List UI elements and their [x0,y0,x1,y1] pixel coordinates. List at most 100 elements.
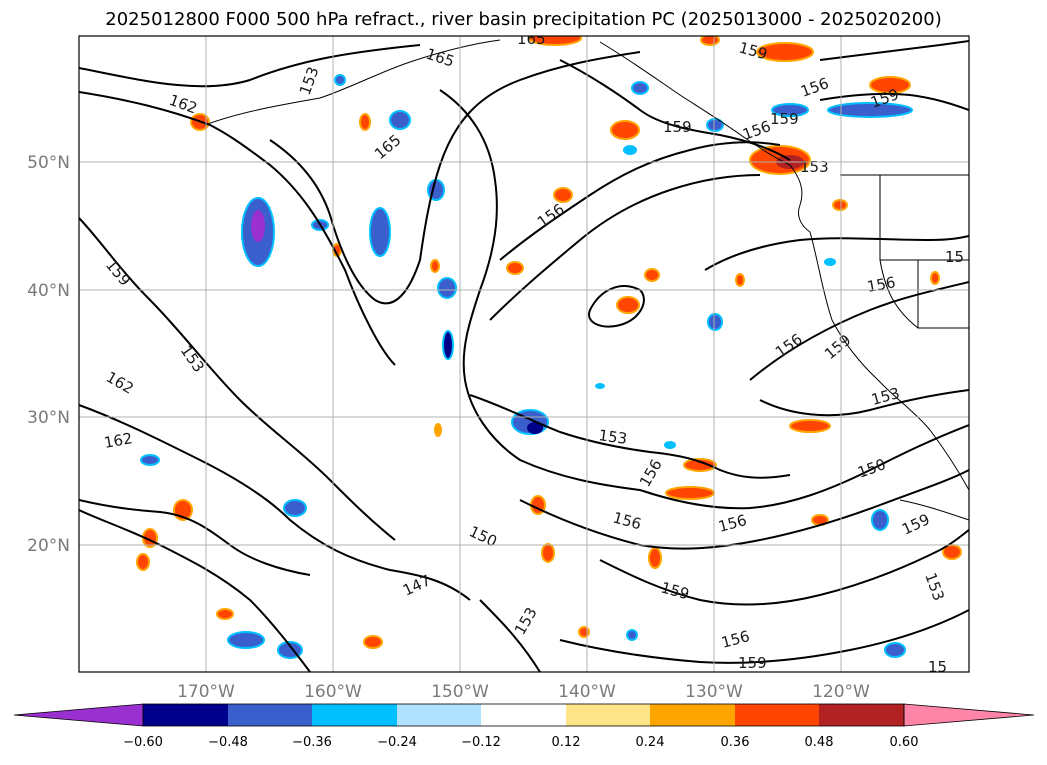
colorbar-swatch [228,704,312,726]
colorbar-extend-high [903,703,1035,727]
pos-patch [683,458,717,472]
colorbar-tick: 0.36 [721,735,750,750]
pos-patch [216,608,234,620]
colorbar-tick: −0.48 [208,735,248,750]
lon-label: 170°W [177,682,235,702]
colorbar-frame [142,703,905,727]
bc-coast [789,164,811,233]
neg-patch [827,102,913,118]
contour-line [519,469,969,550]
neg-patch [595,383,605,389]
contour-line [499,141,781,261]
lon-label: 150°W [431,682,489,702]
map-title: 2025012800 F000 500 hPa refract., river … [105,9,942,30]
neg-patch [664,441,676,449]
lon-label: 130°W [685,682,743,702]
pos-patch [735,273,745,287]
lat-label: 30°N [27,408,70,428]
colorbar-swatch [735,704,819,726]
contour-label: 159 [738,654,767,672]
alaska-panhandle-coast [599,41,791,166]
neg-patch [140,454,160,466]
colorbar-tick: −0.60 [123,735,163,750]
colorbar: −0.60 −0.48 −0.36 −0.24 −0.12 0.12 0.24 … [13,703,1035,750]
colorbar-extend-low [13,703,144,727]
neg-patch [706,118,724,132]
colorbar-tick: −0.36 [292,735,332,750]
neg-patch [442,330,454,360]
colorbar-tick: 0.60 [890,735,919,750]
state-border-3 [879,259,919,329]
contour-line [559,59,791,161]
neg-patch [623,145,637,155]
latitude-axis: 50°N 40°N 30°N 20°N [27,153,70,556]
neg-patch [251,210,265,242]
contour-line [269,51,641,305]
alaska-coast [204,39,501,126]
pos-patch [430,259,440,273]
pos-patch [789,419,831,433]
contour-line [559,609,969,664]
contour-line [79,91,396,366]
lon-label: 120°W [812,682,870,702]
lon-label: 160°W [304,682,362,702]
contour-label: 159 [770,110,799,128]
colorbar-tick: −0.24 [377,735,417,750]
contour-line [819,92,969,111]
contour-label: 153 [800,158,829,176]
contour-line [704,235,969,271]
contour-line [479,599,541,672]
contour-label: 15 [928,658,947,676]
neg-patch [626,629,638,641]
contours [79,40,969,672]
colorbar-swatch [312,704,397,726]
pos-patch [610,120,640,140]
neg-patch [824,258,836,266]
neg-patch [227,631,265,649]
neg-patch [871,509,889,531]
lon-label: 140°W [558,682,616,702]
colorbar-tick: 0.48 [805,735,834,750]
neg-patch [389,110,411,130]
contour-line [599,529,969,606]
neg-patch [884,642,906,658]
pos-patch [616,296,640,314]
mexico-coast [899,499,969,521]
neg-patch [437,277,457,299]
pos-patch [434,423,442,437]
neg-patch [334,74,346,86]
neg-patch [283,499,307,517]
neg-patch [771,103,809,117]
contour-line [759,389,969,417]
contour-line [79,404,471,601]
contour-line [489,174,761,321]
coastlines [204,39,969,521]
neg-patch [527,422,543,434]
colorbar-tick: −0.12 [461,735,501,750]
pos-patch [832,199,848,211]
plot-frame [78,35,970,673]
lat-label: 40°N [27,281,70,301]
pos-patch [553,187,573,203]
pos-patch [648,547,662,569]
neg-patch [631,81,649,95]
pos-patch [665,486,715,500]
pos-patch [136,553,150,571]
grid-lines [79,36,969,672]
longitude-axis: 170°W 160°W 150°W 140°W 130°W 120°W [177,682,870,702]
contour-line [439,89,641,491]
colorbar-swatch [650,704,735,726]
colorbar-tick: 0.12 [552,735,581,750]
us-west-coast [809,231,969,491]
neg-patch [707,313,723,331]
colorbar-tick: 0.24 [636,735,665,750]
contour-label: 162 [103,429,134,452]
pos-patch [363,635,383,649]
colorbar-swatch [819,704,904,726]
pos-patch [528,36,582,46]
contour-line [79,44,421,88]
contour-line [469,394,791,479]
pos-patch [756,42,814,62]
pos-patch [930,271,940,285]
